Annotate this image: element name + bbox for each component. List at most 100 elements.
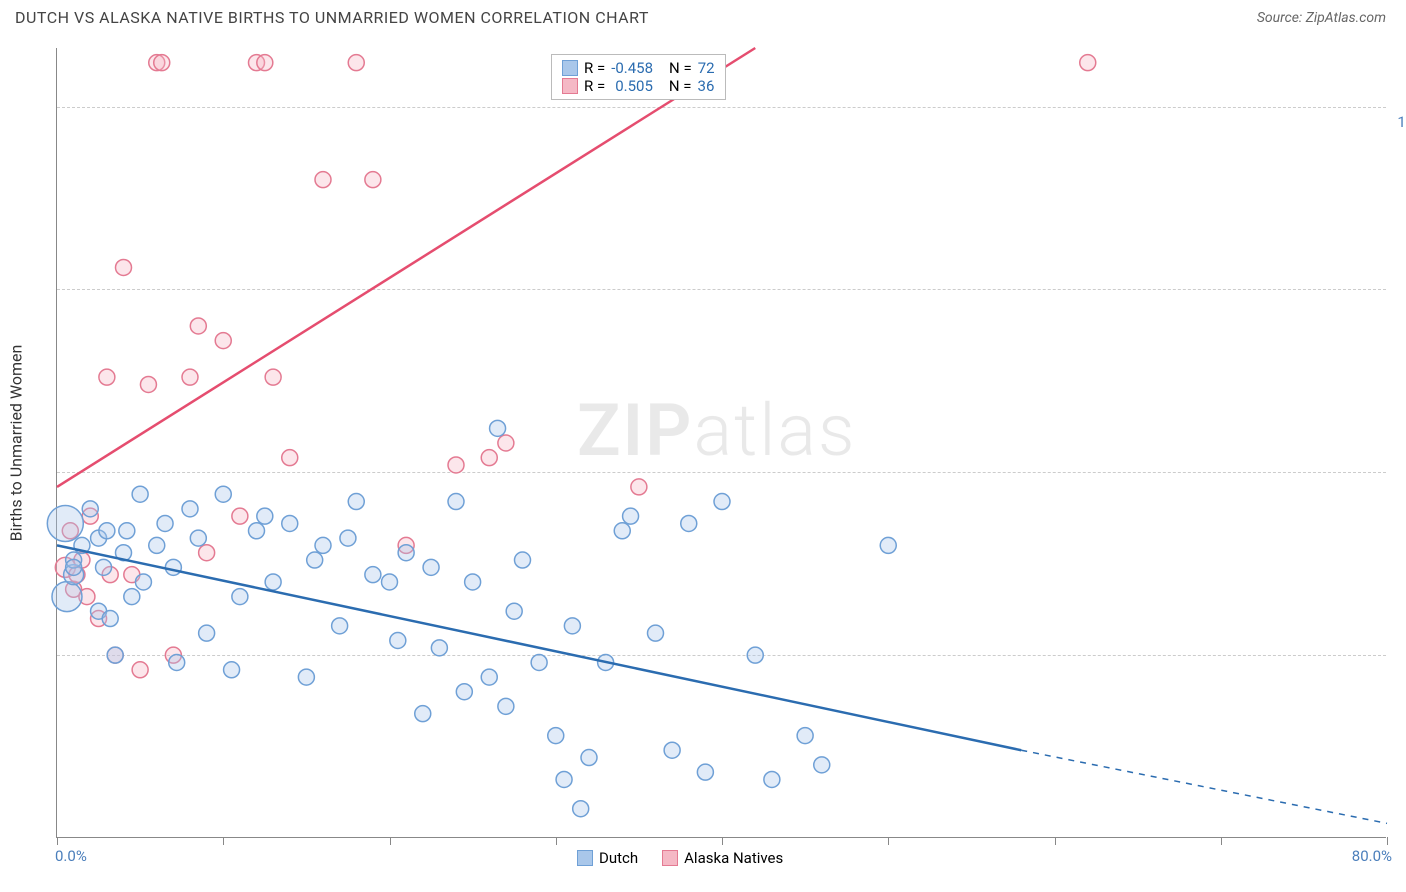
- data-point: [82, 501, 98, 517]
- data-point: [423, 559, 439, 575]
- data-point: [498, 435, 514, 451]
- data-point: [99, 369, 115, 385]
- data-point: [66, 559, 82, 575]
- data-point: [132, 662, 148, 678]
- scatter-svg: [57, 48, 1387, 838]
- chart-title: DUTCH VS ALASKA NATIVE BIRTHS TO UNMARRI…: [15, 8, 649, 27]
- data-point: [190, 530, 206, 546]
- data-point: [116, 259, 132, 275]
- stat-R-label-2: R =: [584, 77, 605, 95]
- source-credit: Source: ZipAtlas.com: [1257, 10, 1386, 26]
- x-axis-min-label: 0.0%: [55, 847, 87, 865]
- data-point: [340, 530, 356, 546]
- data-point: [96, 559, 112, 575]
- data-point: [298, 669, 314, 685]
- data-point: [814, 757, 830, 773]
- data-point: [548, 728, 564, 744]
- data-point: [182, 501, 198, 517]
- data-point: [481, 669, 497, 685]
- dutch-R-value: -0.458: [611, 59, 653, 77]
- alaska-legend-label: Alaska Natives: [684, 849, 783, 867]
- data-point: [348, 55, 364, 71]
- dutch-N-value: 72: [698, 59, 715, 77]
- data-point: [149, 537, 165, 553]
- data-point: [315, 537, 331, 553]
- stat-R-label: R =: [584, 59, 605, 77]
- data-point: [52, 582, 82, 612]
- data-point: [880, 537, 896, 553]
- data-point: [664, 742, 680, 758]
- data-point: [99, 523, 115, 539]
- data-point: [199, 625, 215, 641]
- data-point: [119, 523, 135, 539]
- data-point: [648, 625, 664, 641]
- data-point: [365, 567, 381, 583]
- stat-N-label: N =: [669, 59, 692, 77]
- data-point: [199, 545, 215, 561]
- data-point: [581, 750, 597, 766]
- data-point: [747, 647, 763, 663]
- data-point: [448, 457, 464, 473]
- data-point: [631, 479, 647, 495]
- alaska-N-value: 36: [698, 77, 715, 95]
- data-point: [169, 654, 185, 670]
- alaska-swatch-icon: [562, 78, 578, 94]
- plot-container: Births to Unmarried Women 25.0%50.0%75.0…: [56, 48, 1386, 838]
- regression-line: [57, 545, 1021, 750]
- data-point: [257, 508, 273, 524]
- y-tick-label: 100.0%: [1397, 113, 1406, 131]
- data-point: [506, 603, 522, 619]
- data-point: [132, 486, 148, 502]
- data-point: [232, 589, 248, 605]
- data-point: [124, 589, 140, 605]
- data-point: [1080, 55, 1096, 71]
- data-point: [623, 508, 639, 524]
- data-point: [564, 618, 580, 634]
- data-point: [257, 55, 273, 71]
- dutch-swatch-icon: [562, 60, 578, 76]
- data-point: [431, 640, 447, 656]
- data-point: [681, 515, 697, 531]
- data-point: [282, 450, 298, 466]
- data-point: [797, 728, 813, 744]
- data-point: [249, 523, 265, 539]
- data-point: [465, 574, 481, 590]
- data-point: [332, 618, 348, 634]
- data-point: [157, 515, 173, 531]
- data-point: [265, 369, 281, 385]
- data-point: [348, 494, 364, 510]
- data-point: [614, 523, 630, 539]
- data-point: [398, 545, 414, 561]
- data-point: [135, 574, 151, 590]
- data-point: [490, 420, 506, 436]
- data-point: [448, 494, 464, 510]
- data-point: [573, 801, 589, 817]
- data-point: [215, 486, 231, 502]
- x-axis-max-label: 80.0%: [1352, 847, 1392, 865]
- data-point: [224, 662, 240, 678]
- data-point: [190, 318, 206, 334]
- data-point: [165, 559, 181, 575]
- alaska-legend-swatch-icon: [662, 850, 678, 866]
- data-point: [415, 706, 431, 722]
- regression-line-extrapolation: [1021, 750, 1387, 823]
- data-point: [182, 369, 198, 385]
- data-point: [47, 505, 83, 541]
- data-point: [102, 611, 118, 627]
- data-point: [215, 333, 231, 349]
- data-point: [456, 684, 472, 700]
- data-point: [365, 172, 381, 188]
- data-point: [714, 494, 730, 510]
- data-point: [498, 698, 514, 714]
- data-point: [140, 376, 156, 392]
- data-point: [531, 654, 547, 670]
- data-point: [307, 552, 323, 568]
- data-point: [382, 574, 398, 590]
- data-point: [764, 771, 780, 787]
- plot-area: 25.0%50.0%75.0%100.0% ZIPatlas R = -0.45…: [56, 48, 1386, 838]
- data-point: [515, 552, 531, 568]
- data-point: [282, 515, 298, 531]
- data-point: [154, 55, 170, 71]
- data-point: [265, 574, 281, 590]
- alaska-R-value: 0.505: [615, 77, 653, 95]
